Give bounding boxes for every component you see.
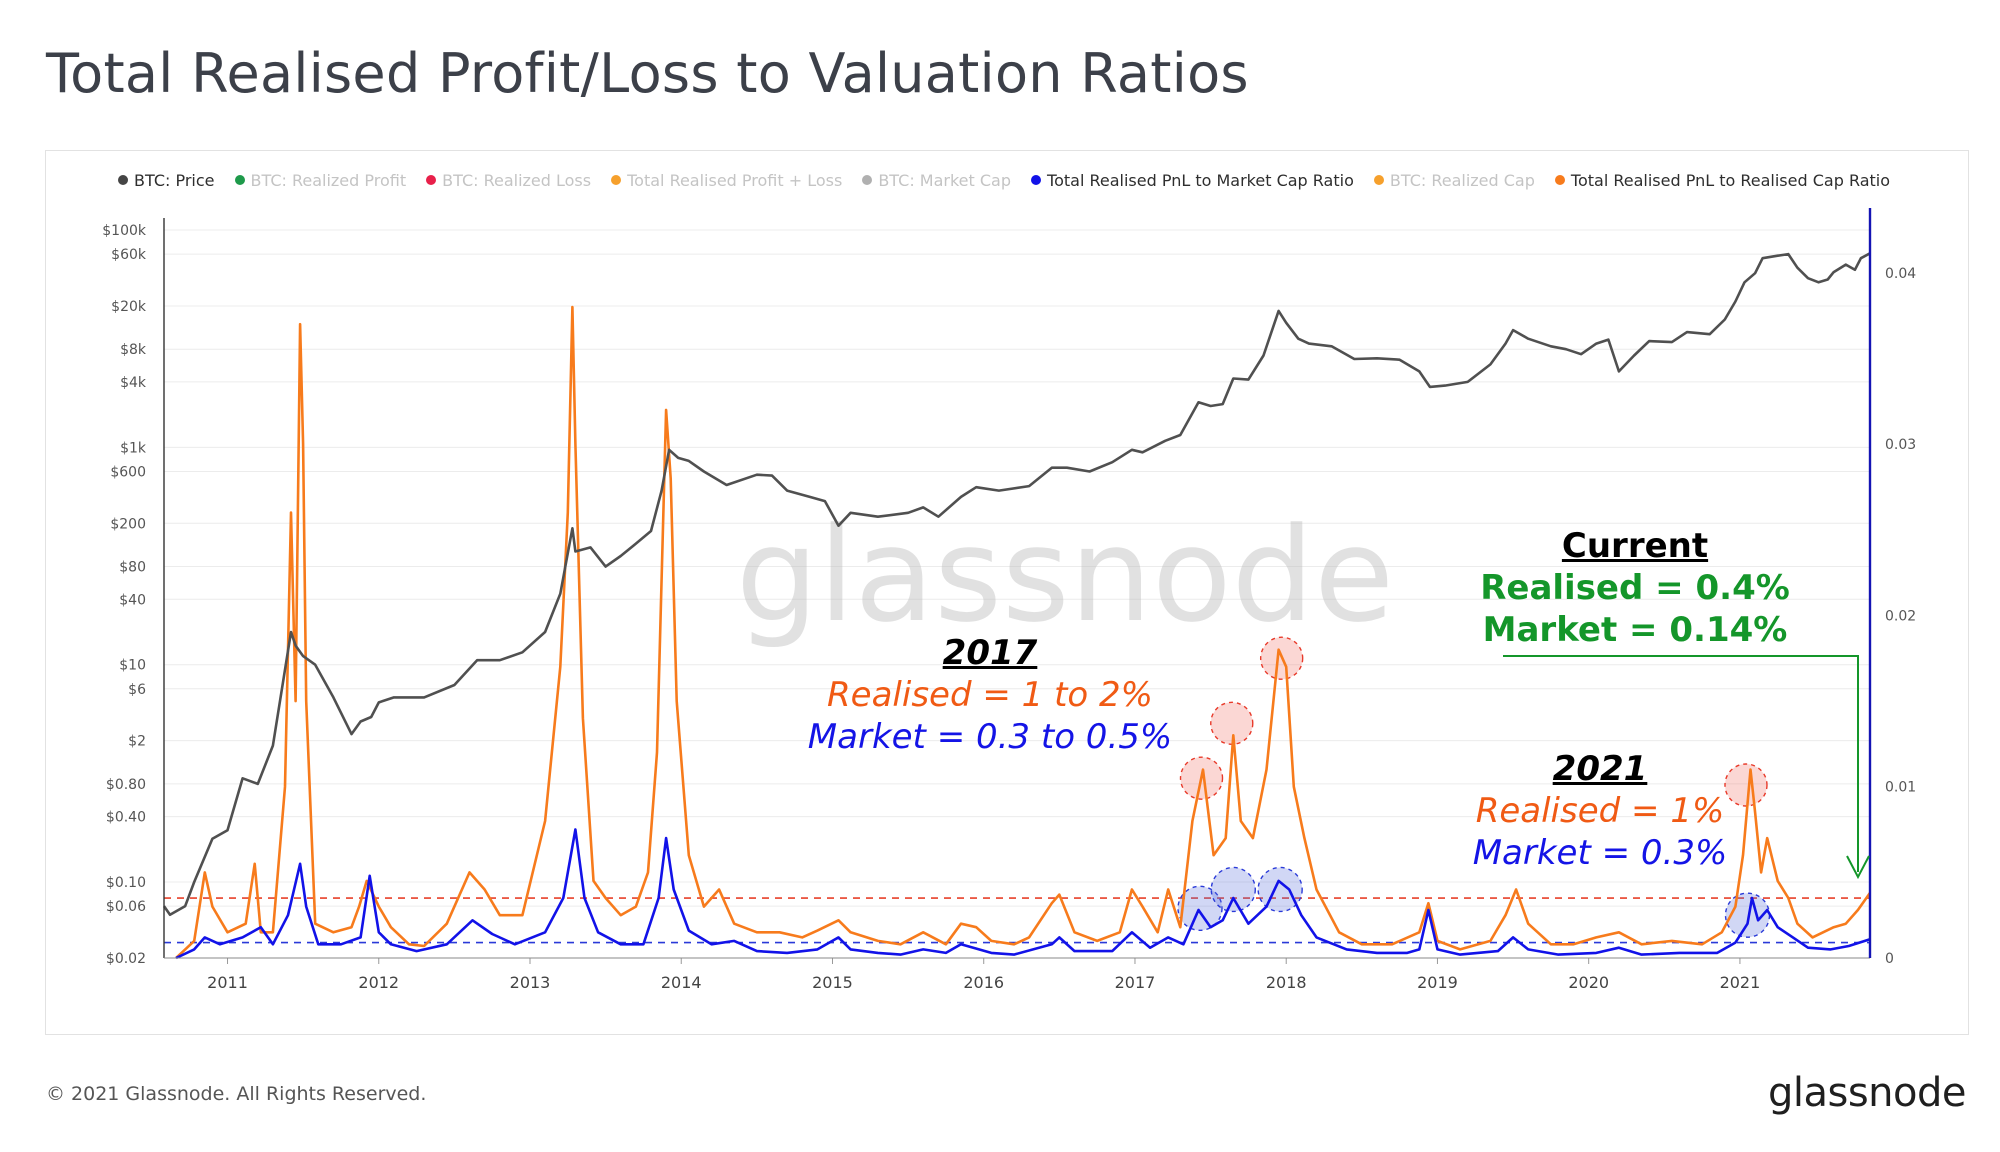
annotation-current-market: Market = 0.14%	[1482, 610, 1788, 650]
left-axis-ticks: $100k $60k $20k $8k $4k $1k $600 $200 $80 $40 $10 $…	[102, 223, 147, 967]
x-axis-ticks: 2011 2012 2013 2014 2015 2016 2017 2018 2019 2020…	[207, 958, 1760, 992]
annotation-2017-market: Market = 0.3 to 0.5%	[807, 717, 1173, 757]
legend-dot-icon	[862, 175, 873, 185]
legend-item[interactable]: BTC: Market Cap	[862, 171, 1011, 190]
x-tick-label: 2016	[963, 973, 1004, 992]
left-tick-label: $0.10	[106, 875, 146, 891]
legend-label: BTC: Realized Cap	[1389, 170, 1535, 190]
legend-dot-icon	[611, 175, 622, 185]
right-tick-label: 0	[1885, 951, 1894, 967]
legend-dot-icon	[118, 175, 128, 185]
page-title: Total Realised Profit/Loss to Valuation …	[46, 42, 1249, 105]
legend-dot-icon	[426, 175, 437, 185]
x-tick-label: 2017	[1115, 973, 1156, 992]
legend-dot-icon	[234, 175, 245, 185]
annotation-2021: 2021 Realised = 1% Market = 0.3%	[1440, 748, 1760, 874]
legend-label: BTC: Realized Loss	[442, 170, 592, 190]
legend-label: Total Realised PnL to Realised Cap Ratio	[1570, 170, 1891, 190]
highlight-circle	[1210, 866, 1256, 913]
realised-ratio-line	[175, 305, 1872, 959]
legend-item[interactable]: Total Realised PnL to Market Cap Ratio	[1031, 171, 1354, 190]
brand-logo-text: glassnode	[1767, 1070, 1967, 1116]
legend-dot-icon	[1373, 175, 1384, 185]
left-tick-label: $40	[119, 592, 146, 608]
annotation-current-realised: Realised = 0.4%	[1480, 568, 1790, 608]
legend-item[interactable]: BTC: Realized Loss	[426, 171, 591, 190]
left-tick-label: $4k	[120, 375, 147, 391]
left-tick-label: $10	[119, 658, 146, 674]
series-lines	[162, 252, 1872, 960]
right-tick-label: 0.01	[1885, 780, 1916, 796]
right-tick-label: 0.04	[1885, 266, 1916, 282]
copyright-text: © 2021 Glassnode. All Rights Reserved.	[46, 1083, 427, 1105]
right-axis-ticks: 0.04 0.03 0.02 0.01 0	[1885, 266, 1916, 967]
legend-label: Total Realised PnL to Market Cap Ratio	[1047, 170, 1354, 190]
arrow-path	[1503, 655, 1859, 872]
current-arrow	[1503, 655, 1870, 880]
x-tick-label: 2014	[661, 973, 702, 992]
arrow-head-icon	[1846, 855, 1870, 880]
x-tick-label: 2018	[1266, 973, 1307, 992]
legend-item[interactable]: BTC: Price	[118, 171, 215, 190]
left-tick-label: $100k	[102, 223, 147, 239]
highlight-circle	[1177, 885, 1223, 932]
annotation-2021-heading: 2021	[1552, 749, 1648, 789]
legend-dot-icon	[1031, 175, 1042, 185]
market-ratio-line	[175, 828, 1871, 960]
price-line	[162, 252, 1871, 917]
left-tick-label: $600	[110, 464, 146, 480]
legend-label: Total Realised Profit + Loss	[627, 170, 843, 190]
annotation-2021-market: Market = 0.3%	[1472, 833, 1728, 873]
chart-frame	[45, 150, 1969, 1035]
legend-label: BTC: Price	[134, 170, 215, 190]
left-tick-label: $0.02	[106, 951, 146, 967]
axis-lines	[163, 208, 1872, 959]
legend-item[interactable]: Total Realised Profit + Loss	[611, 171, 842, 190]
left-tick-label: $80	[119, 560, 146, 576]
annotation-current: Current Realised = 0.4% Market = 0.14%	[1465, 525, 1805, 651]
x-tick-label: 2011	[207, 973, 248, 992]
legend-label: BTC: Realized Profit	[250, 170, 407, 190]
left-tick-label: $0.06	[106, 899, 146, 915]
legend-item[interactable]: BTC: Realized Profit	[234, 170, 407, 190]
highlight-circle	[1724, 763, 1768, 807]
annotation-2017: 2017 Realised = 1 to 2% Market = 0.3 to …	[780, 632, 1200, 758]
annotation-2017-realised: Realised = 1 to 2%	[827, 675, 1153, 715]
x-tick-label: 2012	[358, 973, 399, 992]
x-tick-label: 2015	[812, 973, 853, 992]
chart-legend: BTC: Price BTC: Realized Profit BTC: Reali…	[118, 168, 1890, 192]
x-tick-label: 2021	[1720, 973, 1761, 992]
annotation-2021-realised: Realised = 1%	[1475, 791, 1725, 831]
legend-item[interactable]: Total Realised PnL to Realised Cap Ratio	[1554, 170, 1891, 190]
left-tick-label: $20k	[111, 299, 147, 315]
legend-dot-icon	[1554, 175, 1565, 185]
highlight-circle	[1210, 701, 1254, 746]
right-tick-label: 0.02	[1885, 608, 1916, 624]
right-tick-label: 0.03	[1885, 437, 1916, 453]
x-tick-label: 2019	[1417, 973, 1458, 992]
watermark-text: glassnode	[736, 499, 1394, 651]
x-tick-label: 2013	[510, 973, 551, 992]
left-tick-label: $6	[128, 682, 146, 698]
left-tick-label: $8k	[120, 342, 147, 358]
left-tick-label: $0.80	[106, 777, 146, 793]
left-tick-label: $200	[110, 516, 146, 532]
left-tick-label: $60k	[111, 247, 147, 263]
reference-lines	[164, 897, 1870, 944]
left-tick-label: $1k	[120, 440, 147, 456]
annotation-current-heading: Current	[1561, 526, 1709, 566]
legend-label: BTC: Market Cap	[878, 170, 1012, 190]
left-tick-label: $0.40	[106, 810, 146, 826]
annotation-2017-heading: 2017	[942, 633, 1038, 673]
x-tick-label: 2020	[1568, 973, 1609, 992]
left-tick-label: $2	[128, 734, 146, 750]
legend-item[interactable]: BTC: Realized Cap	[1373, 170, 1535, 190]
